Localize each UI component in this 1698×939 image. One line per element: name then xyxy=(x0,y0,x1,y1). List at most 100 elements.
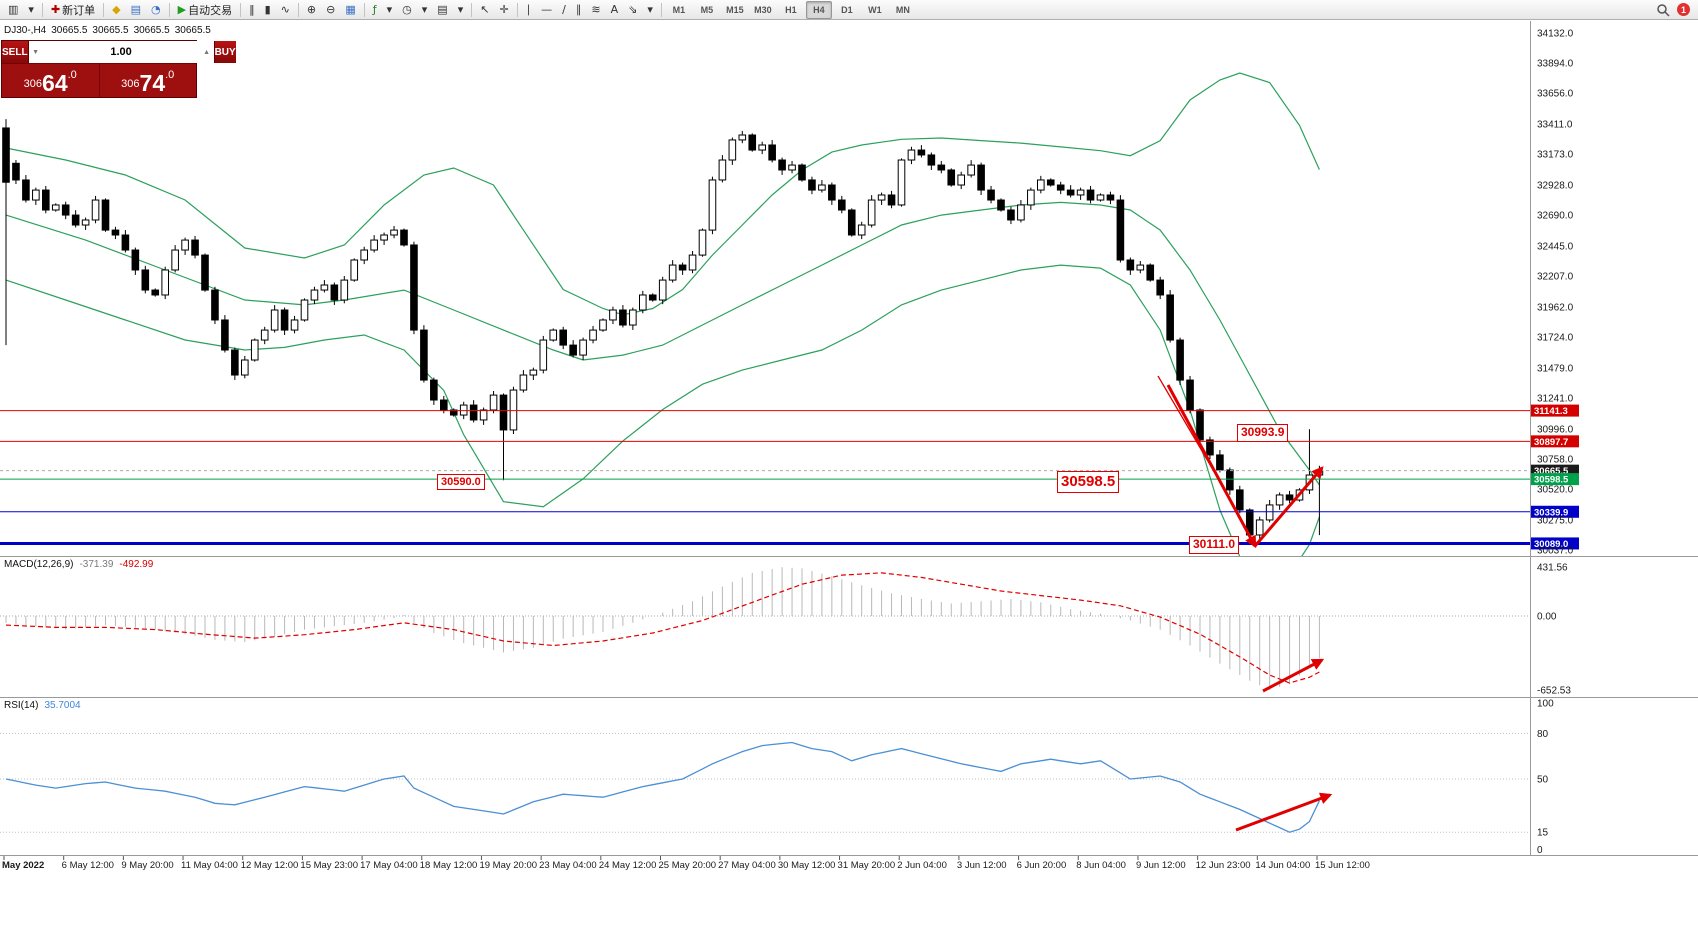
macd-indicator-label: MACD(12,26,9) -371.39 -492.99 xyxy=(4,559,153,570)
tile-windows-icon[interactable]: ▦ xyxy=(345,3,356,16)
channel-icon[interactable]: ∥ xyxy=(575,3,582,16)
buy-price-dec: .0 xyxy=(165,69,175,81)
main-price-panel xyxy=(0,72,1530,556)
vertical-line-icon[interactable]: ∣ xyxy=(525,3,532,16)
svg-text:25 May 20:00: 25 May 20:00 xyxy=(659,860,717,871)
svg-text:30275.0: 30275.0 xyxy=(1537,515,1574,526)
charts-dropdown-icon[interactable]: ▾ xyxy=(28,3,34,16)
svg-text:11 May 04:00: 11 May 04:00 xyxy=(181,860,238,871)
bollinger-lower xyxy=(5,264,1320,556)
timeframe-m5[interactable]: M5 xyxy=(700,4,714,15)
timeframe-mn[interactable]: MN xyxy=(895,4,910,15)
cursor-icon[interactable]: ↖ xyxy=(480,3,490,16)
timeframe-h1[interactable]: H1 xyxy=(785,4,797,15)
horizontal-line-icon[interactable]: — xyxy=(541,3,553,16)
macd-signal-line xyxy=(5,572,1320,684)
new-order-icon[interactable]: ✚ 新订单 xyxy=(50,3,96,17)
sell-button[interactable]: SELL xyxy=(2,41,28,63)
toolbar-separator xyxy=(516,2,518,17)
favorites-icon[interactable]: ◆ xyxy=(112,3,121,16)
data-window-icon[interactable]: ◔ xyxy=(151,3,161,16)
line-chart-icon[interactable]: ∿ xyxy=(280,3,290,16)
timeframe-w1[interactable]: W1 xyxy=(868,4,882,15)
toolbar-separator xyxy=(660,2,662,17)
svg-text:31724.0: 31724.0 xyxy=(1537,333,1574,344)
price-annotation[interactable]: 30111.0 xyxy=(1189,536,1240,554)
templates-dropdown-icon[interactable]: ▾ xyxy=(457,3,464,16)
svg-text:15 May 23:00: 15 May 23:00 xyxy=(300,860,358,871)
volume-input[interactable] xyxy=(42,45,200,59)
svg-text:17 May 04:00: 17 May 04:00 xyxy=(360,860,418,871)
volume-down-icon[interactable]: ▼ xyxy=(32,48,40,56)
timeframe-h4[interactable]: H4 xyxy=(805,0,832,19)
rsi-line xyxy=(5,741,1320,833)
indicators-icon[interactable]: ƒ xyxy=(372,3,377,16)
svg-text:30339.9: 30339.9 xyxy=(1534,507,1568,518)
bollinger-middle xyxy=(5,201,1320,486)
svg-text:-652.53: -652.53 xyxy=(1537,686,1571,697)
volume-up-icon[interactable]: ▲ xyxy=(203,48,211,56)
svg-text:30598.5: 30598.5 xyxy=(1534,475,1569,486)
svg-text:30037.0: 30037.0 xyxy=(1537,546,1574,557)
timeframe-d1[interactable]: D1 xyxy=(841,4,853,15)
rsi-indicator-label: RSI(14) 35.7004 xyxy=(4,700,81,711)
sell-price-head: 306 xyxy=(23,78,43,90)
sell-price[interactable]: 306 64.0 xyxy=(2,64,99,97)
svg-text:30520.0: 30520.0 xyxy=(1537,485,1574,496)
svg-text:May 2022: May 2022 xyxy=(2,860,44,871)
timeframe-m1[interactable]: M1 xyxy=(672,4,686,15)
sell-price-dec: .0 xyxy=(67,69,77,81)
zoom-out-icon[interactable]: ⊖ xyxy=(326,3,336,16)
chart-symbol-label: DJ30-,H4 30665.5 30665.5 30665.5 30665.5 xyxy=(4,25,216,36)
svg-text:15: 15 xyxy=(1537,828,1549,839)
timeframe-m30[interactable]: M30 xyxy=(754,4,772,15)
svg-text:30758.0: 30758.0 xyxy=(1537,454,1574,465)
svg-text:23 May 04:00: 23 May 04:00 xyxy=(539,860,597,871)
svg-text:50: 50 xyxy=(1537,775,1549,786)
crosshair-icon[interactable]: ✛ xyxy=(499,3,509,16)
price-annotation[interactable]: 30598.5 xyxy=(1057,471,1120,493)
trendline-icon[interactable]: ∕ xyxy=(562,3,566,16)
buy-price[interactable]: 306 74.0 xyxy=(98,64,197,97)
templates-icon[interactable]: ▤ xyxy=(437,3,448,16)
periods-icon[interactable]: ◷ xyxy=(402,3,412,16)
svg-text:30665.5: 30665.5 xyxy=(1534,466,1569,477)
svg-text:6 May 12:00: 6 May 12:00 xyxy=(62,860,114,871)
quote-close: 30665.5 xyxy=(174,25,211,36)
main-toolbar: ▥ ▾ ✚ 新订单 ◆ ▤ ◔ ▶ 自动交易 ‖ ▮ ∿ ⊕ ⊖ ▦ ƒ ▾ ◷ ▾ ▤ ▾ ↖ ✛ ∣ — ∕ ∥ ≋ A ⇘ ▾ M1 M5… xyxy=(0,0,1698,20)
objects-dropdown-icon[interactable]: ▾ xyxy=(647,3,653,16)
red-arrow[interactable] xyxy=(1253,466,1324,547)
market-watch-icon[interactable]: ▤ xyxy=(130,3,142,16)
svg-text:431.56: 431.56 xyxy=(1537,563,1568,574)
charts-icon[interactable]: ▥ xyxy=(8,3,19,16)
search-icon[interactable] xyxy=(1656,3,1670,17)
fibonacci-icon[interactable]: ≋ xyxy=(591,3,601,16)
timeframe-m15[interactable]: M15 xyxy=(726,4,744,15)
macd-panel xyxy=(0,567,1530,690)
quote-high: 30665.5 xyxy=(92,25,129,36)
svg-text:18 May 12:00: 18 May 12:00 xyxy=(420,860,478,871)
buy-button[interactable]: BUY xyxy=(214,41,236,63)
svg-text:30897.7: 30897.7 xyxy=(1534,437,1568,448)
svg-text:27 May 04:00: 27 May 04:00 xyxy=(718,860,776,871)
text-tool-icon[interactable]: A xyxy=(610,3,619,16)
red-arrow[interactable] xyxy=(1262,658,1325,693)
svg-text:19 May 20:00: 19 May 20:00 xyxy=(479,860,537,871)
periods-dropdown-icon[interactable]: ▾ xyxy=(421,3,428,16)
price-annotation[interactable]: 30993.9 xyxy=(1237,424,1289,442)
bar-chart-icon[interactable]: ‖ xyxy=(249,3,255,16)
candlestick-chart-icon[interactable]: ▮ xyxy=(264,3,271,16)
red-arrow[interactable] xyxy=(1166,384,1257,549)
arrows-tool-icon[interactable]: ⇘ xyxy=(628,3,638,16)
red-arrow[interactable] xyxy=(1235,792,1333,832)
svg-text:2 Jun 04:00: 2 Jun 04:00 xyxy=(897,860,947,871)
svg-text:6 Jun 20:00: 6 Jun 20:00 xyxy=(1017,860,1067,871)
zoom-in-icon[interactable]: ⊕ xyxy=(306,3,317,16)
notification-badge[interactable]: 1 xyxy=(1677,3,1690,16)
price-annotation[interactable]: 30590.0 xyxy=(437,474,485,491)
svg-text:80: 80 xyxy=(1537,729,1549,740)
indicators-dropdown-icon[interactable]: ▾ xyxy=(386,3,393,16)
autotrading-icon[interactable]: ▶ 自动交易 xyxy=(177,3,233,17)
